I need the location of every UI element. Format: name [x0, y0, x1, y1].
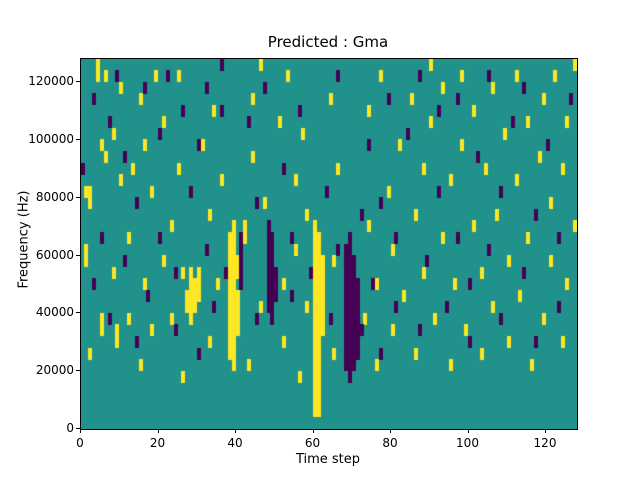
x-tick-label: 60	[304, 436, 321, 450]
y-tick-mark	[76, 370, 80, 372]
heatmap-canvas	[81, 59, 577, 429]
y-tick-label: 40000	[35, 305, 74, 320]
y-tick-mark	[76, 196, 80, 198]
x-tick-mark	[467, 429, 469, 433]
y-tick-mark	[76, 312, 80, 314]
x-tick-label: 0	[76, 436, 84, 450]
x-tick-label: 40	[227, 436, 243, 450]
y-tick-mark	[76, 428, 80, 429]
y-tick-mark	[76, 81, 80, 83]
x-tick-label: 20	[149, 436, 166, 450]
x-tick-mark	[312, 429, 314, 433]
y-tick-label: 0	[66, 421, 74, 435]
y-tick-label: 20000	[35, 363, 74, 378]
x-tick-mark	[390, 429, 391, 433]
x-tick-label: 80	[382, 436, 398, 450]
x-tick-mark	[80, 429, 81, 433]
x-axis-label: Time step	[295, 452, 361, 467]
y-tick-mark	[76, 254, 80, 256]
x-tick-mark	[157, 429, 159, 433]
y-tick-label: 120000	[28, 74, 74, 89]
plot-title: Predicted : Gma	[267, 33, 389, 51]
x-tick-mark	[235, 429, 236, 433]
y-tick-label: 80000	[35, 189, 74, 204]
x-tick-label: 120	[533, 436, 557, 450]
heatmap-plot-area	[80, 58, 578, 430]
x-tick-mark	[545, 429, 546, 433]
y-tick-label: 60000	[35, 247, 74, 262]
y-tick-label: 100000	[28, 131, 74, 146]
y-tick-mark	[76, 138, 80, 140]
x-tick-label: 100	[456, 436, 479, 450]
